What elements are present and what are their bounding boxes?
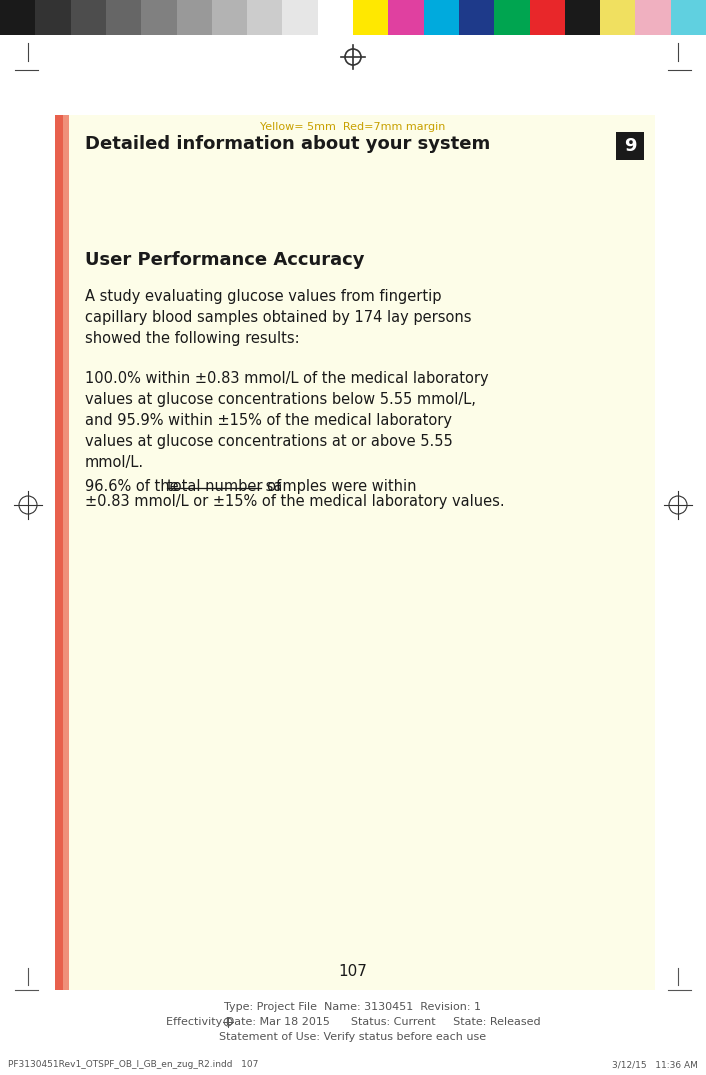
Bar xyxy=(530,0,565,35)
Bar xyxy=(0,990,706,1075)
Bar xyxy=(63,115,69,990)
Bar xyxy=(55,115,655,990)
Text: Effectivity Date: Mar 18 2015      Status: Current     State: Released: Effectivity Date: Mar 18 2015 Status: Cu… xyxy=(166,1017,540,1027)
Text: 3/12/15   11:36 AM: 3/12/15 11:36 AM xyxy=(612,1060,698,1069)
Bar xyxy=(494,0,530,35)
Bar xyxy=(55,115,63,990)
Bar xyxy=(565,0,600,35)
Bar xyxy=(212,0,247,35)
Bar xyxy=(141,0,176,35)
Bar xyxy=(247,0,282,35)
Text: 100.0% within ±0.83 mmol/L of the medical laboratory
values at glucose concentra: 100.0% within ±0.83 mmol/L of the medica… xyxy=(85,371,489,470)
Bar xyxy=(35,0,71,35)
Text: ±0.83 mmol/L or ±15% of the medical laboratory values.: ±0.83 mmol/L or ±15% of the medical labo… xyxy=(85,493,505,508)
Text: samples were within: samples were within xyxy=(261,479,417,494)
Text: 96.6% of the: 96.6% of the xyxy=(85,479,184,494)
Bar xyxy=(71,0,106,35)
Bar xyxy=(106,0,141,35)
Bar xyxy=(176,0,212,35)
Text: Yellow= 5mm  Red=7mm margin: Yellow= 5mm Red=7mm margin xyxy=(261,121,445,132)
Bar xyxy=(671,0,706,35)
Text: Detailed information about your system: Detailed information about your system xyxy=(85,135,490,153)
Text: total number of: total number of xyxy=(167,479,281,494)
Text: Type: Project File  Name: 3130451  Revision: 1: Type: Project File Name: 3130451 Revisio… xyxy=(225,1002,481,1012)
Bar xyxy=(318,0,353,35)
Bar xyxy=(600,0,635,35)
Bar xyxy=(0,0,35,35)
Text: PF3130451Rev1_OTSPF_OB_I_GB_en_zug_R2.indd   107: PF3130451Rev1_OTSPF_OB_I_GB_en_zug_R2.in… xyxy=(8,1060,258,1069)
Bar xyxy=(459,0,494,35)
Text: A study evaluating glucose values from fingertip
capillary blood samples obtaine: A study evaluating glucose values from f… xyxy=(85,289,472,346)
Text: Statement of Use: Verify status before each use: Statement of Use: Verify status before e… xyxy=(220,1032,486,1042)
Text: User Performance Accuracy: User Performance Accuracy xyxy=(85,250,364,269)
Bar xyxy=(388,0,424,35)
Bar xyxy=(282,0,318,35)
Text: 107: 107 xyxy=(339,964,367,979)
Text: 9: 9 xyxy=(623,137,636,155)
FancyBboxPatch shape xyxy=(616,132,644,160)
Bar xyxy=(353,0,388,35)
Bar xyxy=(635,0,671,35)
Bar xyxy=(424,0,459,35)
